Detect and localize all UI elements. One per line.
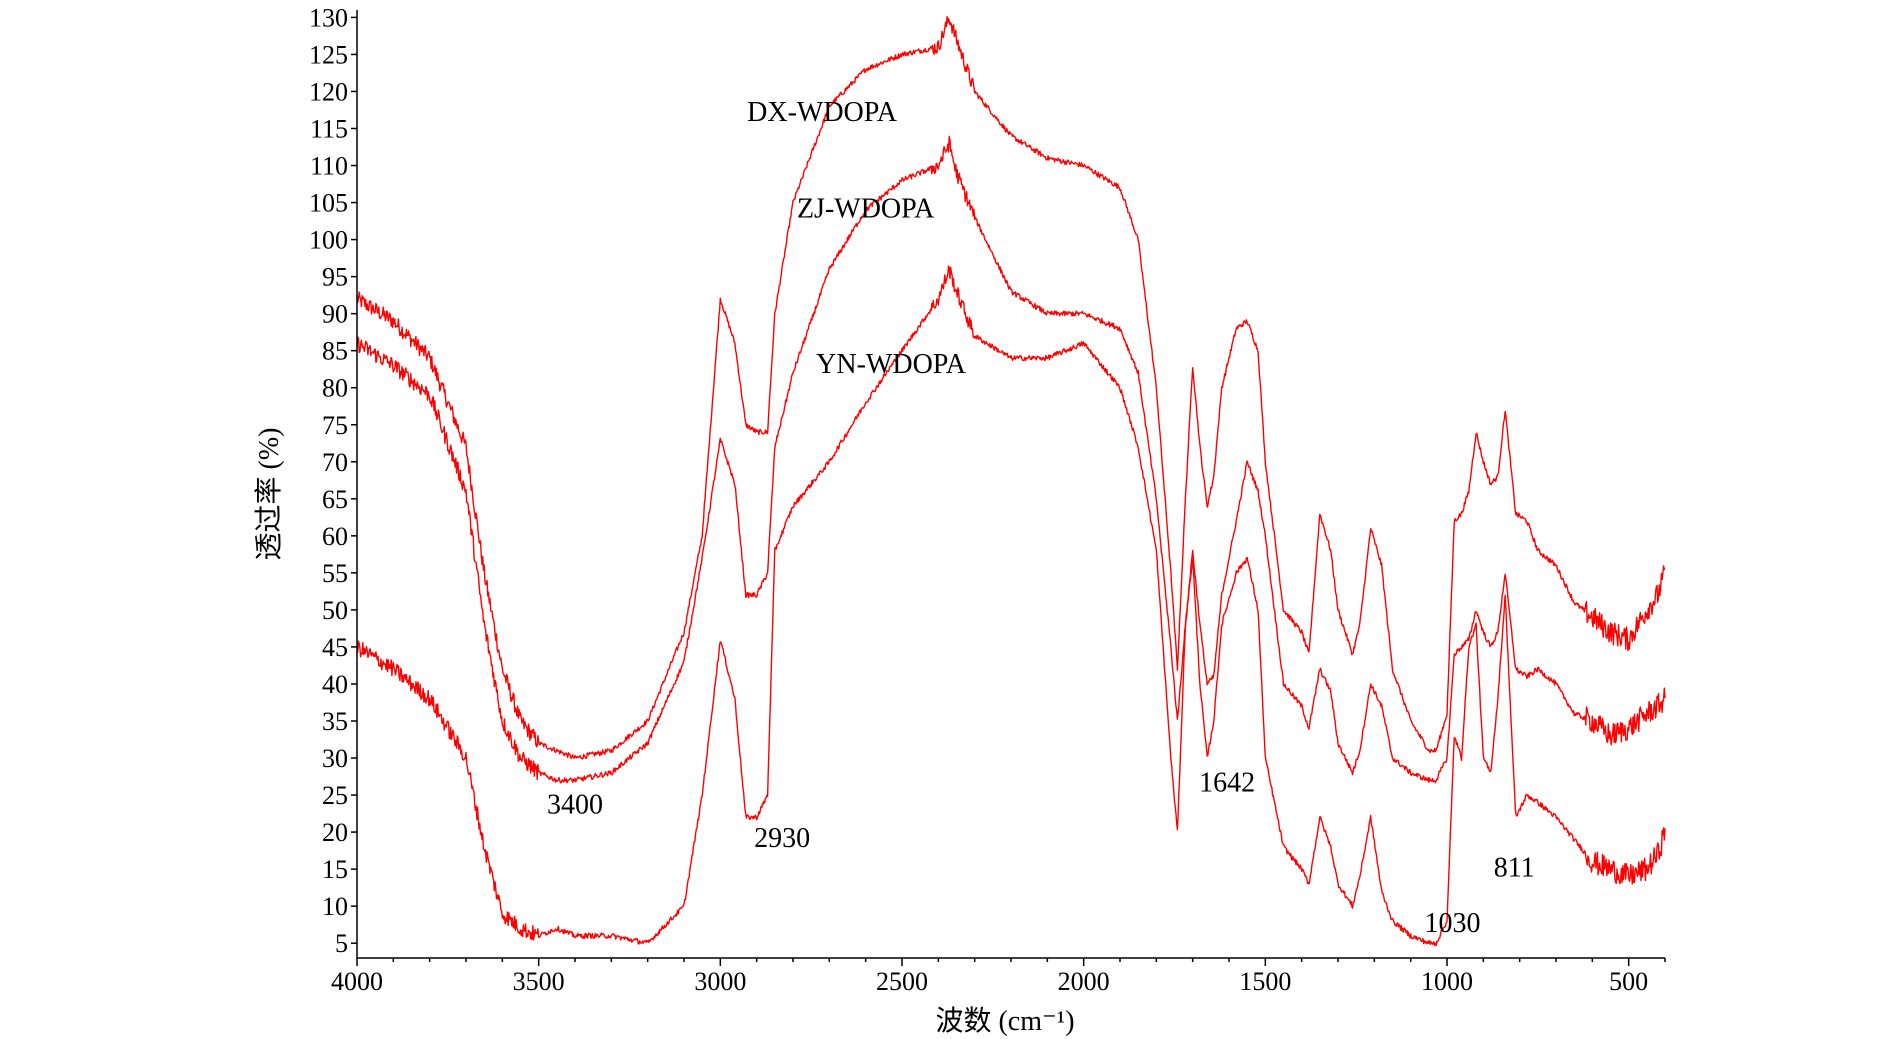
series-line-0 <box>356 15 1666 760</box>
y-tick-label: 45 <box>322 633 348 662</box>
x-tick-label: 500 <box>1609 967 1648 996</box>
y-axis-title: 透过率 (%) <box>253 428 285 561</box>
y-tick-label: 100 <box>309 226 348 255</box>
y-tick-label: 50 <box>322 596 348 625</box>
y-tick-label: 60 <box>322 522 348 551</box>
series-line-1 <box>356 135 1666 784</box>
y-tick-label: 65 <box>322 485 348 514</box>
y-tick-label: 110 <box>310 152 348 181</box>
y-tick-label: 30 <box>322 744 348 773</box>
y-tick-label: 95 <box>322 263 348 292</box>
y-tick-label: 10 <box>322 892 348 921</box>
x-tick-label: 4000 <box>331 967 383 996</box>
y-tick-label: 115 <box>310 115 348 144</box>
y-tick-label: 55 <box>322 559 348 588</box>
y-tick-label: 25 <box>322 781 348 810</box>
y-tick-label: 20 <box>322 818 348 847</box>
y-tick-label: 40 <box>322 670 348 699</box>
x-tick-label: 1500 <box>1239 967 1291 996</box>
y-tick-label: 15 <box>322 855 348 884</box>
x-tick-label: 3500 <box>513 967 565 996</box>
x-tick-label: 2500 <box>876 967 928 996</box>
y-tick-label: 5 <box>335 929 348 958</box>
y-tick-label: 85 <box>322 337 348 366</box>
annotation-label: 1642 <box>1199 767 1255 798</box>
annotation-label: 811 <box>1494 853 1535 884</box>
annotation-label: 2930 <box>754 823 810 854</box>
axes-layer: 5 10 15 20 25 30 35 40 45 50 55 60 65 70 75 80 85 90 95 100… <box>309 3 1666 996</box>
y-tick-label: 80 <box>322 374 348 403</box>
annotation-label: YN-WDOPA <box>816 349 967 380</box>
annotation-label: 3400 <box>547 790 603 821</box>
x-tick-label: 1000 <box>1421 967 1473 996</box>
annotation-label: DX-WDOPA <box>747 97 898 128</box>
x-tick-label: 2000 <box>1058 967 1110 996</box>
series-line-2 <box>356 265 1666 947</box>
annotation-layer: DX-WDOPA ZJ-WDOPA YN-WDOPA 3400 2930 1642 1030… <box>547 97 1535 939</box>
y-tick-label: 35 <box>322 707 348 736</box>
x-tick-label: 3000 <box>694 967 746 996</box>
y-tick-label: 105 <box>309 189 348 218</box>
x-axis-title: 波数 (cm⁻¹) <box>935 1005 1074 1037</box>
y-tick-label: 125 <box>309 40 348 69</box>
y-tick-label: 120 <box>309 77 348 106</box>
y-tick-label: 90 <box>322 300 348 329</box>
annotation-label: 1030 <box>1424 908 1480 939</box>
y-tick-label: 75 <box>322 411 348 440</box>
series-layer <box>356 15 1666 947</box>
y-tick-label: 130 <box>309 3 348 32</box>
annotation-label: ZJ-WDOPA <box>797 193 935 224</box>
y-tick-label: 70 <box>322 448 348 477</box>
